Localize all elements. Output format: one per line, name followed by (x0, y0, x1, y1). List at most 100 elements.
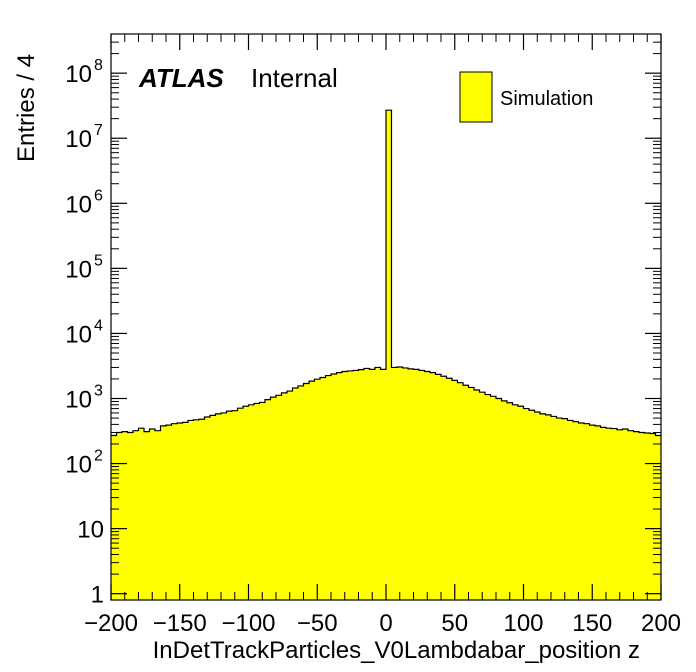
histogram-bar (397, 366, 403, 600)
histogram-bar (155, 430, 161, 600)
histogram-bar (259, 402, 266, 600)
y-tick-exponent: 8 (94, 57, 103, 74)
histogram-bar (419, 370, 425, 600)
y-tick-exponent: 2 (94, 448, 103, 465)
histogram-bar (518, 406, 524, 600)
histogram-bar (281, 392, 288, 600)
histogram-bar (639, 432, 645, 600)
histogram-bar (430, 372, 436, 600)
histogram-bar (386, 110, 392, 600)
histogram-bar (133, 430, 139, 600)
histogram-bar (298, 385, 304, 600)
histogram-bar (611, 428, 618, 600)
histogram-bar (501, 400, 508, 600)
histogram-bar (210, 415, 216, 600)
histogram-bar (199, 419, 205, 600)
y-tick-exponent: 4 (94, 317, 103, 334)
histogram-bar (408, 368, 414, 600)
histogram-bar (512, 404, 519, 600)
histogram-bar (215, 413, 222, 600)
histogram-bar (507, 402, 513, 600)
x-tick-label: 100 (503, 610, 543, 637)
histogram-bar (309, 381, 315, 600)
histogram-bar (160, 425, 167, 600)
histogram-bar (353, 370, 359, 600)
histogram-bar (331, 373, 337, 600)
histogram-bar (270, 397, 277, 600)
atlas-label: ATLAS (138, 63, 224, 93)
y-tick-label: 10 (65, 256, 92, 283)
histogram-bar (188, 420, 194, 600)
histogram-bar (402, 367, 409, 600)
histogram-bar (380, 369, 387, 600)
histogram-bar (149, 428, 156, 600)
histogram-bar (314, 379, 321, 600)
histogram-bar (490, 396, 497, 600)
histogram-bar (243, 406, 249, 600)
y-tick-label: 10 (65, 452, 92, 479)
histogram-bar (325, 375, 332, 600)
histogram-bar (534, 412, 541, 600)
histogram-bar (364, 368, 370, 600)
histogram-bars (111, 110, 662, 600)
histogram-bar (413, 369, 420, 600)
histogram-bar (633, 431, 640, 600)
histogram-bar (567, 420, 574, 600)
histogram-bar (237, 408, 244, 600)
histogram-bar (468, 387, 475, 600)
histogram-bar (182, 422, 189, 600)
x-tick-label: −100 (221, 610, 275, 637)
x-axis: −200 −150 −100 −50 0 50 100 150 200 (84, 34, 681, 637)
y-tick-exponent: 5 (94, 252, 103, 269)
y-tick-exponent: 6 (94, 187, 103, 204)
histogram-bar (127, 432, 134, 600)
internal-label: Internal (251, 63, 338, 93)
histogram-bar (545, 414, 552, 600)
histogram-bar (606, 428, 612, 600)
histogram-bar (391, 367, 398, 600)
histogram-bar (474, 390, 480, 600)
histogram-bar (628, 430, 634, 600)
histogram-bar (452, 380, 458, 600)
y-tick-exponent: 7 (94, 122, 103, 139)
histogram-bar (248, 404, 255, 600)
x-tick-label: −150 (153, 610, 207, 637)
x-tick-label: 0 (379, 610, 392, 637)
histogram-bar (529, 410, 535, 600)
histogram-bar (424, 371, 431, 600)
histogram-bar (595, 425, 601, 600)
histogram-outline (111, 109, 661, 437)
histogram-bar (485, 394, 491, 600)
histogram-bar (177, 423, 183, 600)
histogram-bar (496, 398, 502, 600)
histogram-bar (655, 435, 662, 600)
y-tick-label: 10 (65, 386, 92, 413)
histogram-bar (144, 431, 150, 600)
histogram-bar (556, 418, 563, 600)
histogram-bar (287, 391, 293, 600)
y-tick-label: 10 (65, 191, 92, 218)
y-tick-exponent: 3 (94, 382, 103, 399)
x-tick-label: 150 (572, 610, 612, 637)
x-axis-label: InDetTrackParticles_V0Lambdabar_position… (153, 637, 640, 664)
y-axis-label: Entries / 4 (13, 54, 40, 162)
y-tick-label: 1 (91, 582, 104, 609)
histogram-bar (138, 428, 145, 600)
histogram-bar (336, 372, 343, 600)
x-tick-label: 200 (641, 610, 681, 637)
histogram-bar (644, 432, 651, 600)
histogram-bar (166, 425, 172, 600)
y-tick-label: 10 (65, 321, 92, 348)
y-tick-label: 10 (77, 517, 104, 544)
histogram-bar (617, 429, 623, 600)
histogram-bar (375, 367, 381, 600)
histogram-bar (292, 387, 299, 600)
histogram-bar (204, 416, 211, 600)
histogram-bar (584, 423, 590, 600)
minor-ticks (111, 33, 661, 600)
histogram-bar (226, 411, 233, 600)
histogram-bar (589, 425, 596, 600)
histogram-bar (578, 423, 585, 600)
histogram-bar (441, 376, 447, 600)
